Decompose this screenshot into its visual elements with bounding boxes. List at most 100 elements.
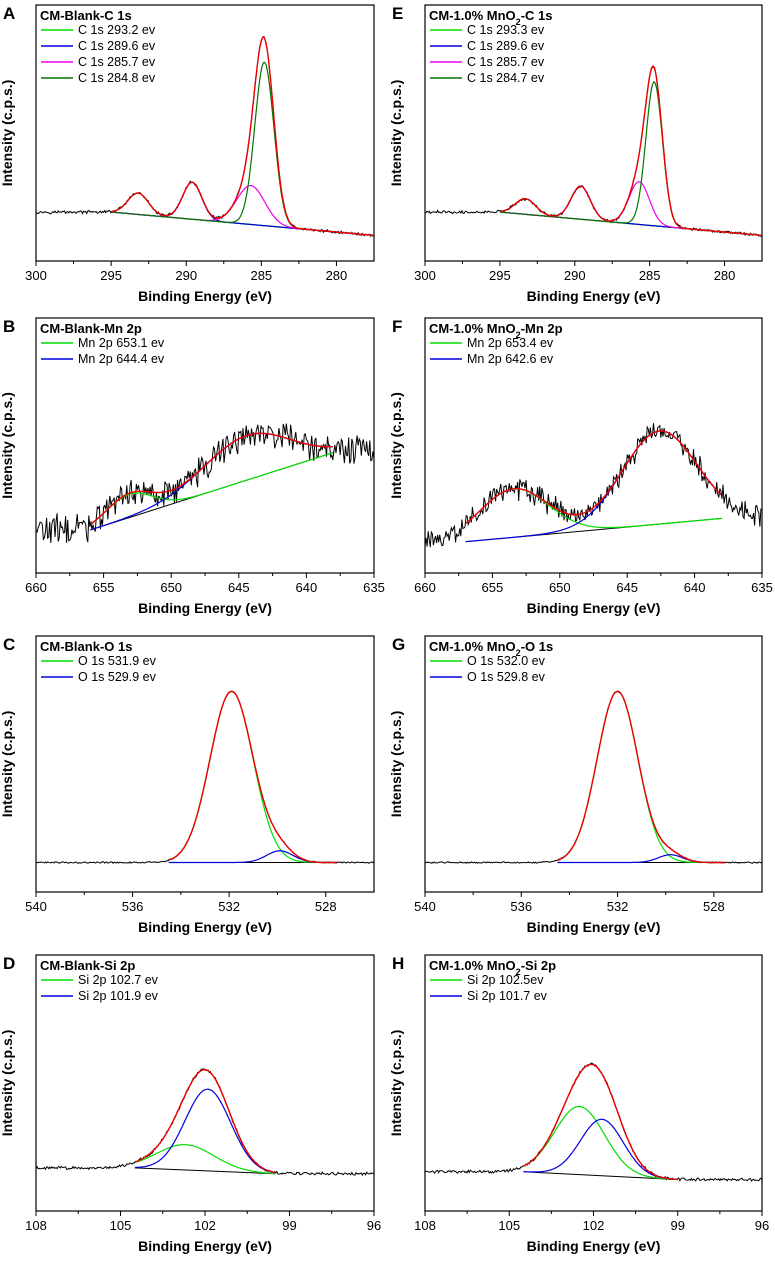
panel-d: D 108 105 102 99 96 Binding Energy (eV) Intensi… — [0, 954, 381, 1254]
x-tick-label: 300 — [25, 268, 47, 283]
chart-title: CM-1.0% MnO2-Si 2p — [429, 958, 556, 977]
x-axis-title: Binding Energy (eV) — [138, 919, 272, 935]
x-tick-label: 280 — [714, 268, 736, 283]
panel-letter: D — [3, 954, 15, 973]
x-tick-label: 108 — [414, 1218, 436, 1233]
legend-entry: Mn 2p 642.6 ev — [467, 352, 554, 366]
legend-entry: Si 2p 102.5ev — [467, 973, 544, 987]
component-peak-c-1s-293-2-ev — [111, 192, 374, 236]
panel-letter: E — [392, 4, 403, 23]
panel-h: H 108 105 102 99 96 Binding Energy (eV) Intensi… — [388, 954, 769, 1254]
legend-entry: Mn 2p 653.4 ev — [467, 336, 554, 350]
plot-frame — [35, 635, 375, 893]
legend-entry: Si 2p 101.7 ev — [467, 989, 548, 1003]
fit-envelope-line — [90, 432, 333, 525]
component-peak-c-1s-284-7-ev — [500, 81, 762, 236]
x-tick-label: 285 — [250, 268, 272, 283]
raw-spectrum-line — [425, 423, 762, 548]
x-tick-label: 540 — [25, 899, 47, 914]
x-tick-label: 540 — [414, 899, 436, 914]
component-peak-c-1s-293-3-ev — [500, 198, 762, 236]
panel-letter: C — [3, 635, 15, 654]
x-tick-label: 108 — [25, 1218, 47, 1233]
panel-c: C 540 536 532 528 Binding Energy (eV) Intensit… — [0, 635, 375, 935]
x-tick-label: 645 — [228, 580, 250, 595]
x-tick-label: 640 — [296, 580, 318, 595]
panel-f: F 660 655 650 645 640 635 Binding Energy (eV) In… — [388, 317, 773, 616]
legend-entry: C 1s 284.7 ev — [467, 71, 545, 85]
component-peak-o-1s-531-9-ev — [168, 690, 337, 864]
legend-entry: C 1s 285.7 ev — [467, 55, 545, 69]
x-tick-label: 536 — [510, 899, 532, 914]
panel-letter: G — [392, 635, 405, 654]
panel-letter: H — [392, 954, 404, 973]
chart-title: CM-Blank-O 1s — [40, 639, 132, 654]
component-peak-si-2p-102-7-ev — [135, 1144, 275, 1175]
x-tick-label: 536 — [122, 899, 144, 914]
x-tick-label: 285 — [639, 268, 661, 283]
x-tick-label: 99 — [282, 1218, 296, 1233]
x-tick-label: 96 — [367, 1218, 381, 1233]
fit-envelope-line — [500, 65, 762, 237]
x-axis-title: Binding Energy (eV) — [138, 288, 272, 304]
x-tick-label: 102 — [583, 1218, 605, 1233]
y-axis-title: Intensity (c.p.s.) — [388, 392, 404, 499]
x-tick-label: 635 — [363, 580, 385, 595]
legend-entry: O 1s 529.8 ev — [467, 670, 546, 684]
chart-title: CM-Blank-Si 2p — [40, 958, 135, 973]
component-peak-si-2p-102-5ev — [523, 1105, 678, 1181]
panel-b: B 660 655 650 645 640 635 Binding Energy (eV) In… — [0, 317, 385, 616]
x-tick-label: 99 — [671, 1218, 685, 1233]
raw-spectrum-line — [36, 690, 374, 865]
x-axis-title: Binding Energy (eV) — [527, 919, 661, 935]
fit-envelope-line — [111, 36, 374, 237]
background-line — [134, 1167, 276, 1175]
x-tick-label: 640 — [684, 580, 706, 595]
x-axis-title: Binding Energy (eV) — [527, 1238, 661, 1254]
component-peak-si-2p-101-9-ev — [135, 1088, 275, 1174]
legend-entry: C 1s 293.2 ev — [78, 23, 156, 37]
x-tick-label: 528 — [703, 899, 725, 914]
legend-entry: Mn 2p 653.1 ev — [78, 336, 165, 350]
plot-frame — [424, 635, 763, 893]
raw-spectrum-line — [36, 1068, 374, 1177]
raw-spectrum-line — [425, 66, 762, 238]
y-axis-title: Intensity (c.p.s.) — [388, 1030, 404, 1137]
x-tick-label: 635 — [751, 580, 773, 595]
background-line — [523, 1171, 678, 1181]
plot-frame — [35, 4, 375, 262]
legend-entry: C 1s 289.6 ev — [78, 39, 156, 53]
panel-a: A 300 295 290 285 280 Binding Energy (eV) Inten… — [0, 4, 375, 304]
raw-spectrum-line — [425, 1062, 762, 1182]
x-tick-label: 650 — [549, 580, 571, 595]
legend-entry: O 1s 531.9 ev — [78, 654, 157, 668]
legend-entry: Si 2p 102.7 ev — [78, 973, 159, 987]
panel-letter: A — [3, 4, 15, 23]
legend-entry: O 1s 532.0 ev — [467, 654, 546, 668]
y-axis-title: Intensity (c.p.s.) — [0, 711, 15, 818]
fit-envelope-line — [168, 690, 337, 864]
x-tick-label: 300 — [414, 268, 436, 283]
y-axis-title: Intensity (c.p.s.) — [388, 80, 404, 187]
legend-entry: C 1s 289.6 ev — [467, 39, 545, 53]
x-tick-label: 650 — [160, 580, 182, 595]
chart-title: CM-1.0% MnO2-Mn 2p — [429, 321, 563, 340]
component-peak-mn-2p-644-4-ev — [90, 432, 333, 531]
fit-envelope-line — [523, 1063, 678, 1181]
fit-envelope-line — [557, 690, 726, 864]
x-tick-label: 532 — [218, 899, 240, 914]
x-tick-label: 295 — [100, 268, 122, 283]
x-tick-label: 105 — [110, 1218, 132, 1233]
x-tick-label: 280 — [326, 268, 348, 283]
x-tick-label: 660 — [25, 580, 47, 595]
component-peak-mn-2p-653-1-ev — [90, 452, 334, 525]
x-axis-title: Binding Energy (eV) — [138, 600, 272, 616]
x-tick-label: 655 — [482, 580, 504, 595]
panel-e: E 300 295 290 285 280 Binding Energy (eV) Inten… — [388, 4, 763, 304]
legend-entry: C 1s 284.8 ev — [78, 71, 156, 85]
x-axis-title: Binding Energy (eV) — [138, 1238, 272, 1254]
x-tick-label: 295 — [489, 268, 511, 283]
panel-letter: B — [3, 317, 15, 336]
x-tick-label: 290 — [175, 268, 197, 283]
y-axis-title: Intensity (c.p.s.) — [388, 711, 404, 818]
